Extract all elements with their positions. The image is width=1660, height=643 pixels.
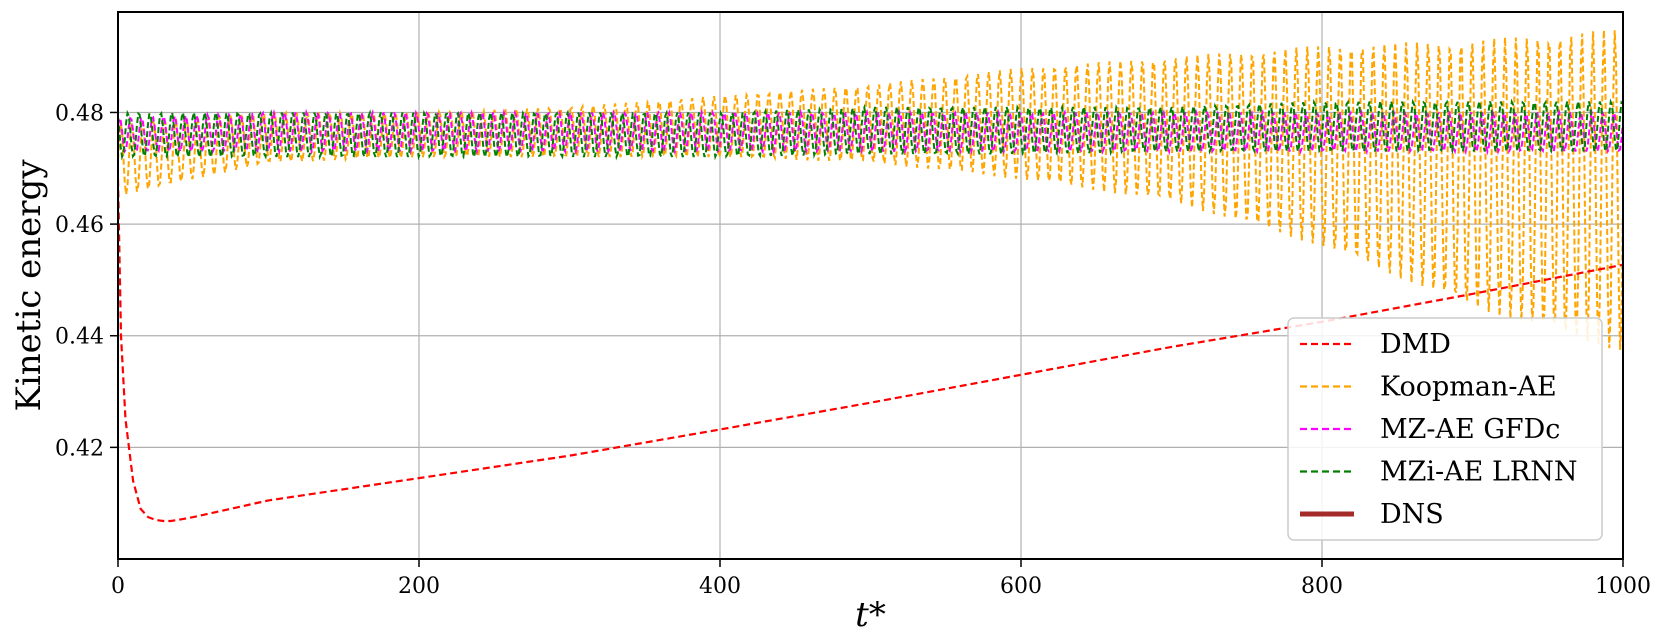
x-axis-title: t* <box>855 595 886 635</box>
y-tick-label: 0.48 <box>55 101 104 126</box>
y-tick-label: 0.46 <box>55 213 104 238</box>
plot-frame <box>117 11 1624 560</box>
legend-label-koopman-ae: Koopman-AE <box>1380 372 1557 403</box>
x-ticks: 0 200 400 600 800 1000 <box>111 559 1651 599</box>
x-tick-label: 400 <box>699 574 741 599</box>
x-tick-label: 0 <box>111 574 125 599</box>
legend-label-dns: DNS <box>1380 499 1444 530</box>
legend-label-mz-ae-gfdc: MZ-AE GFDc <box>1380 414 1560 445</box>
series-line-mz-ae-gfdc <box>118 108 1623 156</box>
x-tick-label: 800 <box>1301 574 1343 599</box>
series-line-koopman-ae <box>118 30 1623 350</box>
legend-box <box>1287 317 1603 541</box>
legend: DMD Koopman-AE MZ-AE GFDc MZi-AE LRNN DNS <box>1287 317 1603 541</box>
legend-label-mzi-ae-lrnn: MZi-AE LRNN <box>1380 457 1577 488</box>
x-tick-label: 600 <box>1000 574 1042 599</box>
series-line-mzi-ae-lrnn <box>118 98 1623 161</box>
y-tick-label: 0.44 <box>55 325 104 350</box>
plot-area <box>118 30 1623 523</box>
series-line-dmd <box>118 179 1623 523</box>
legend-label-dmd: DMD <box>1380 329 1451 360</box>
x-tick-label: 200 <box>398 574 440 599</box>
y-axis-title: Kinetic energy <box>9 159 49 412</box>
y-ticks: 0.42 0.44 0.46 0.48 <box>55 101 118 461</box>
y-tick-label: 0.42 <box>55 436 104 461</box>
x-tick-label: 1000 <box>1595 574 1651 599</box>
